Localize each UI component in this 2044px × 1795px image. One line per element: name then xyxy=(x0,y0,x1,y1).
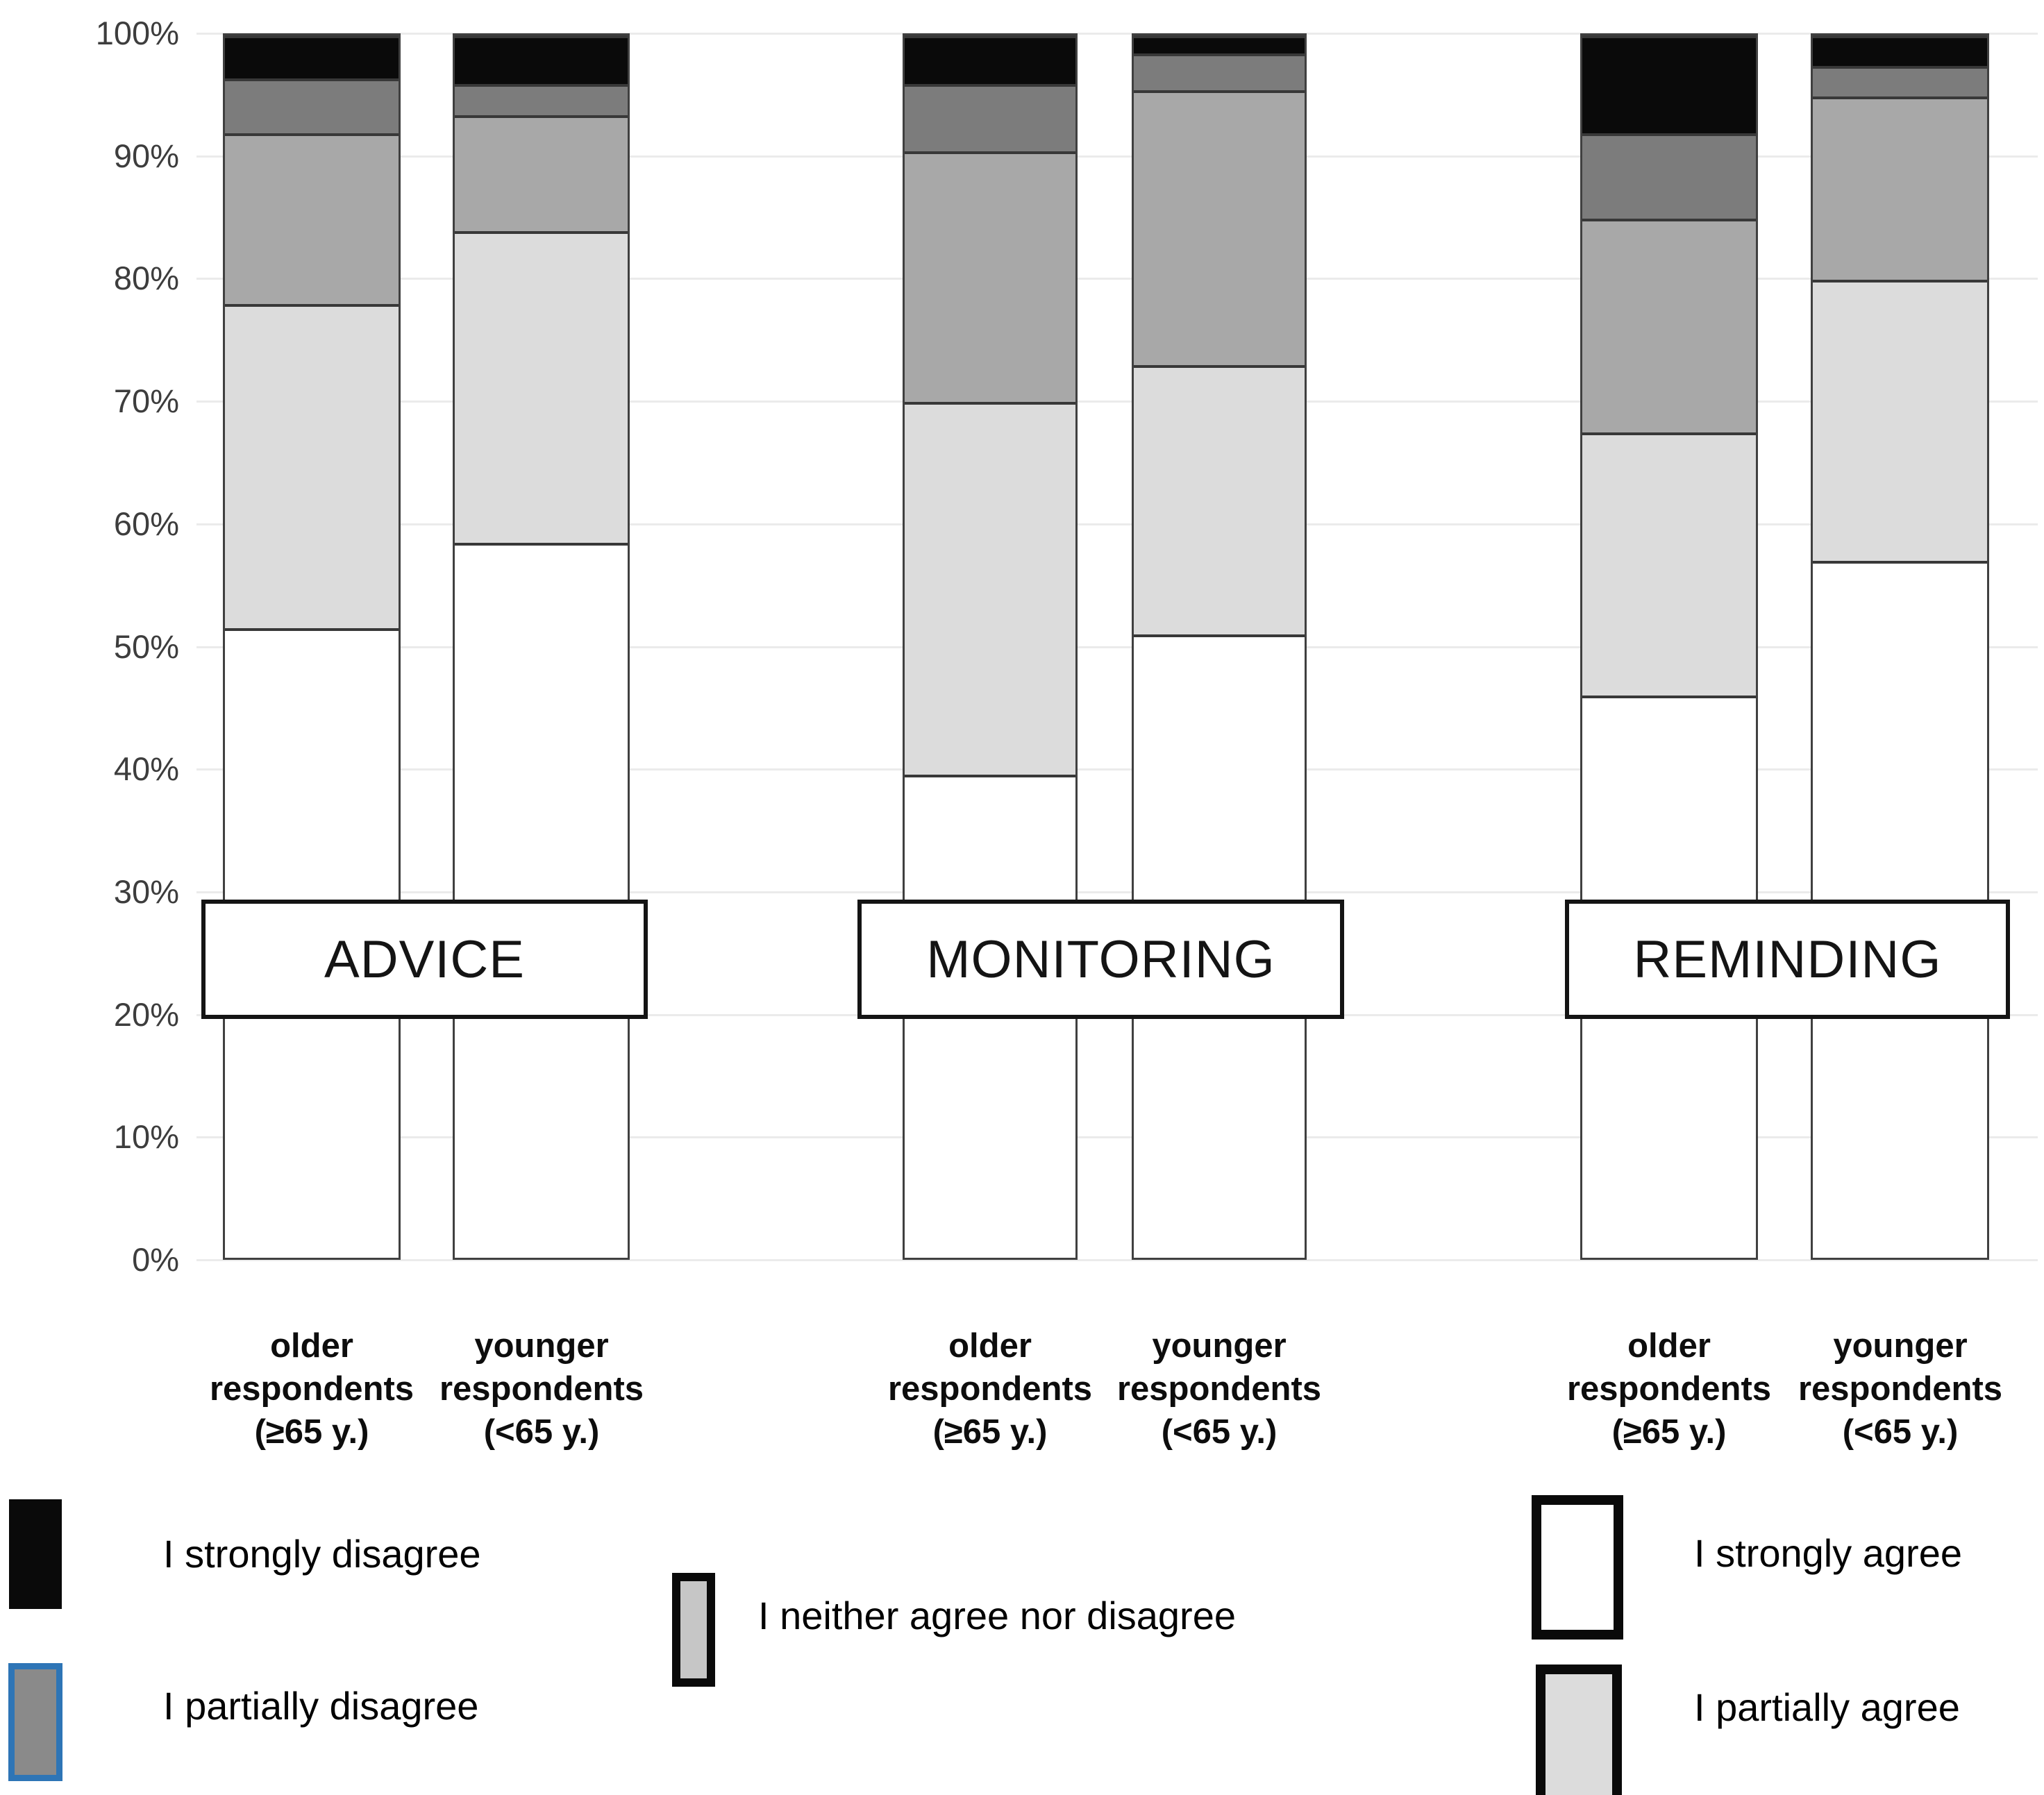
legend-swatch-i-partially-agree xyxy=(1536,1665,1622,1795)
gridline xyxy=(196,401,2038,403)
bar-segment xyxy=(905,84,1075,152)
x-axis-category-label: younger respondents (<65 y.) xyxy=(1094,1324,1344,1453)
x-axis-category-label-line: younger xyxy=(474,1327,609,1365)
y-axis-tick-label: 50% xyxy=(113,628,179,665)
stacked-bar xyxy=(903,33,1078,1260)
x-axis-category-label-line: (<65 y.) xyxy=(483,1413,600,1451)
bar-segment xyxy=(455,35,628,85)
y-axis-tick-label: 90% xyxy=(113,137,179,174)
bar-segment xyxy=(1813,35,1987,67)
y-axis-tick-label: 30% xyxy=(113,873,179,910)
bar-segment xyxy=(455,230,628,543)
legend-label: I strongly agree xyxy=(1694,1531,1962,1575)
x-axis-category-label-line: respondents xyxy=(209,1370,414,1408)
stacked-bar xyxy=(1132,33,1307,1260)
group-label-box-monitoring: MONITORING xyxy=(857,900,1344,1019)
stacked-bar xyxy=(223,33,401,1260)
y-axis-tick-label: 0% xyxy=(132,1241,179,1278)
bar-segment xyxy=(905,35,1075,85)
y-axis-tick-label: 10% xyxy=(113,1118,179,1155)
gridline xyxy=(196,523,2038,525)
x-axis-category-label-line: (<65 y.) xyxy=(1161,1413,1278,1451)
legend-swatch-i-partially-disagree xyxy=(8,1663,62,1781)
bar-segment xyxy=(1582,35,1756,133)
bar-segment xyxy=(1582,133,1756,219)
gridline xyxy=(196,646,2038,648)
bar-segment xyxy=(455,84,628,115)
legend-swatch-i-neither-agree-nor-disagree xyxy=(672,1573,715,1687)
x-axis-category-label-line: younger xyxy=(1833,1327,1968,1365)
legend-label: I neither agree nor disagree xyxy=(758,1594,1236,1637)
bar-segment xyxy=(1582,219,1756,433)
bar-segment xyxy=(1134,35,1305,54)
x-axis-category-label-line: older xyxy=(1627,1327,1711,1365)
gridline xyxy=(196,891,2038,893)
gridline xyxy=(196,278,2038,280)
bar-segment xyxy=(905,402,1075,775)
stacked-bar xyxy=(453,33,630,1260)
gridline xyxy=(196,1136,2038,1138)
bar-segment xyxy=(1813,280,1987,562)
x-axis-category-label-line: (≥65 y.) xyxy=(254,1413,369,1451)
legend-label: I partially agree xyxy=(1694,1685,1960,1729)
legend-swatch-i-strongly-agree xyxy=(1532,1495,1623,1640)
x-axis-category-label-line: respondents xyxy=(1566,1370,1772,1408)
x-axis-category-label: older respondents (≥65 y.) xyxy=(865,1324,1115,1453)
legend-label: I partially disagree xyxy=(163,1684,479,1728)
bar-segment xyxy=(1582,432,1756,696)
x-axis-category-label-line: (≥65 y.) xyxy=(1611,1413,1727,1451)
y-axis-tick-label: 80% xyxy=(113,260,179,296)
x-axis-category-label-line: (≥65 y.) xyxy=(932,1413,1048,1451)
x-axis-category-label-line: respondents xyxy=(439,1370,644,1408)
bar-segment xyxy=(1134,365,1305,634)
gridline xyxy=(196,155,2038,158)
bar-segment xyxy=(225,78,399,133)
bar-segment xyxy=(225,133,399,305)
x-axis-category-label: older respondents (≥65 y.) xyxy=(1544,1324,1794,1453)
y-axis-tick-label: 20% xyxy=(113,996,179,1033)
group-label-box-advice: ADVICE xyxy=(201,900,648,1019)
group-label-box-reminding: REMINDING xyxy=(1565,900,2010,1019)
legend-swatch-i-strongly-disagree xyxy=(9,1499,62,1609)
x-axis-category-label-line: older xyxy=(948,1327,1032,1365)
y-axis-tick-label: 60% xyxy=(113,505,179,542)
legend-label: I strongly disagree xyxy=(163,1532,481,1576)
y-axis-tick-label: 100% xyxy=(95,15,179,51)
x-axis-category-label-line: (<65 y.) xyxy=(1842,1413,1959,1451)
bar-segment xyxy=(1813,96,1987,280)
y-axis-tick-label: 40% xyxy=(113,750,179,787)
bar-segment xyxy=(1134,90,1305,366)
stacked-bar xyxy=(1580,33,1758,1260)
bar-segment xyxy=(905,151,1075,403)
x-axis-category-label-line: respondents xyxy=(1798,1370,2003,1408)
x-axis-category-label-line: respondents xyxy=(1116,1370,1322,1408)
x-axis-category-label-line: younger xyxy=(1152,1327,1287,1365)
x-axis-category-label-line: older xyxy=(270,1327,353,1365)
gridline xyxy=(196,33,2038,35)
x-axis-category-label-line: respondents xyxy=(887,1370,1093,1408)
stacked-bar xyxy=(1811,33,1989,1260)
gridline xyxy=(196,768,2038,770)
x-axis-category-label: younger respondents (<65 y.) xyxy=(1775,1324,2025,1453)
gridline xyxy=(196,1259,2038,1261)
bar-segment xyxy=(1134,53,1305,91)
x-axis-category-label: younger respondents (<65 y.) xyxy=(417,1324,667,1453)
x-axis-category-label: older respondents (≥65 y.) xyxy=(187,1324,437,1453)
bar-segment xyxy=(1813,66,1987,97)
bar-segment xyxy=(455,115,628,231)
bar-segment xyxy=(225,304,399,629)
bar-segment xyxy=(225,35,399,78)
y-axis-tick-label: 70% xyxy=(113,382,179,419)
